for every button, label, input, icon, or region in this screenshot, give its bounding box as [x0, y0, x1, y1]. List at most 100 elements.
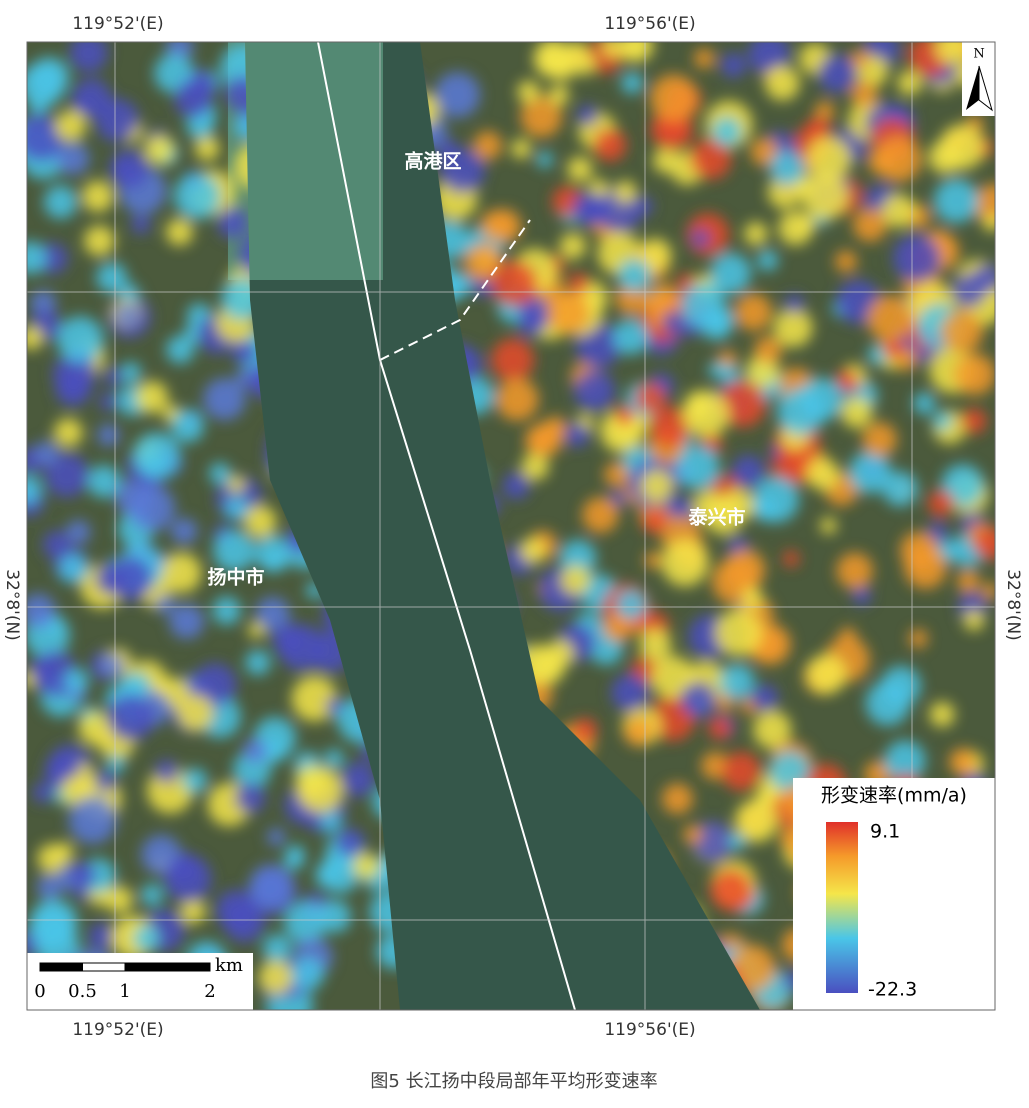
deformation-blob [536, 151, 553, 168]
deformation-blob [884, 740, 926, 782]
deformation-blob [710, 868, 752, 911]
map-frame [26, 41, 996, 1011]
deformation-blob [715, 609, 762, 657]
deformation-blob [882, 338, 903, 359]
coord-label: 119°52'(E) [72, 14, 163, 34]
deformation-blob [973, 527, 995, 561]
deformation-blob [320, 811, 342, 833]
deformation-blob [166, 335, 195, 364]
deformation-blob [291, 675, 338, 722]
deformation-blob [850, 49, 870, 69]
deformation-blob [480, 210, 512, 242]
legend-max: 9.1 [870, 821, 900, 843]
deformation-blob [155, 594, 175, 614]
deformation-blob [180, 898, 206, 924]
deformation-blob [744, 222, 768, 246]
deformation-blob [335, 828, 365, 857]
deformation-blob [120, 362, 142, 384]
deformation-blob [640, 469, 674, 503]
deformation-blob [604, 462, 629, 487]
deformation-blob [44, 452, 89, 498]
deformation-blob [572, 192, 607, 227]
deformation-blob [88, 922, 116, 950]
deformation-blob [58, 554, 89, 584]
deformation-blob [908, 629, 928, 648]
deformation-blob [682, 390, 730, 438]
deformation-blob [100, 653, 125, 678]
deformation-blob [603, 612, 633, 643]
deformation-blob [649, 284, 679, 314]
deformation-blob [972, 263, 995, 293]
deformation-blob [615, 589, 647, 620]
deformation-blob [865, 681, 911, 726]
scale-tick-label: 0.5 [68, 981, 97, 1002]
scale-tick-label: 0 [34, 981, 45, 1002]
deformation-blob [573, 718, 597, 742]
deformation-blob [209, 462, 231, 485]
deformation-blob [244, 505, 277, 538]
deformation-blob [720, 364, 740, 385]
deformation-blob [805, 116, 831, 142]
deformation-blob [255, 596, 291, 632]
deformation-blob [773, 308, 813, 348]
deformation-blob [934, 42, 970, 65]
overlay-rect [228, 42, 383, 280]
deformation-blob [245, 650, 271, 676]
deformation-blob [548, 84, 570, 106]
deformation-blob [177, 694, 214, 732]
place-label: 高港区 [404, 150, 461, 173]
deformation-blob [163, 855, 212, 903]
deformation-blob [174, 79, 213, 119]
deformation-blob [538, 43, 570, 75]
deformation-blob [593, 128, 627, 162]
deformation-blob [225, 496, 249, 520]
deformation-blob [848, 451, 892, 494]
deformation-blob [777, 387, 825, 436]
deformation-blob [212, 596, 241, 625]
deformation-blob [34, 440, 60, 466]
deformation-blob [634, 382, 666, 414]
deformation-blob [582, 496, 619, 534]
deformation-blob [439, 148, 485, 194]
deformation-blob [764, 65, 800, 101]
deformation-blob [521, 452, 549, 481]
deformation-blob [295, 764, 329, 798]
deformation-blob [882, 471, 918, 507]
deformation-blob [728, 832, 746, 851]
deformation-blob [571, 50, 596, 76]
deformation-blob [852, 586, 872, 606]
deformation-blob [981, 582, 995, 600]
deformation-blob [624, 717, 653, 746]
deformation-blob [32, 782, 54, 804]
deformation-blob [108, 556, 153, 602]
river [245, 42, 760, 1010]
deformation-blob [875, 136, 922, 183]
deformation-blob [750, 137, 779, 166]
deformation-blob [754, 336, 783, 364]
deformation-blob [64, 668, 89, 693]
scale-segment [124, 962, 211, 972]
deformation-blob [105, 886, 133, 914]
deformation-blob [232, 339, 257, 365]
deformation-blob [234, 782, 266, 814]
deformation-blob [961, 408, 987, 434]
deformation-blob [704, 497, 743, 535]
deformation-blob [933, 178, 979, 224]
deformation-blob [144, 134, 175, 165]
deformation-blob [42, 530, 71, 559]
deformation-blob [741, 587, 763, 610]
deformation-blob [434, 72, 481, 118]
deformation-blob [352, 852, 380, 880]
deformation-blob [96, 262, 127, 293]
deformation-blob [115, 302, 139, 326]
deformation-blob [171, 517, 198, 545]
deformation-blob [897, 70, 923, 96]
deformation-blob [170, 409, 204, 443]
deformation-blob [611, 673, 649, 712]
coord-label: 32°8'(N) [2, 569, 22, 641]
deformation-blob [652, 147, 679, 174]
deformation-blob [161, 552, 202, 593]
deformation-blob [841, 396, 873, 429]
deformation-blob [174, 173, 221, 220]
